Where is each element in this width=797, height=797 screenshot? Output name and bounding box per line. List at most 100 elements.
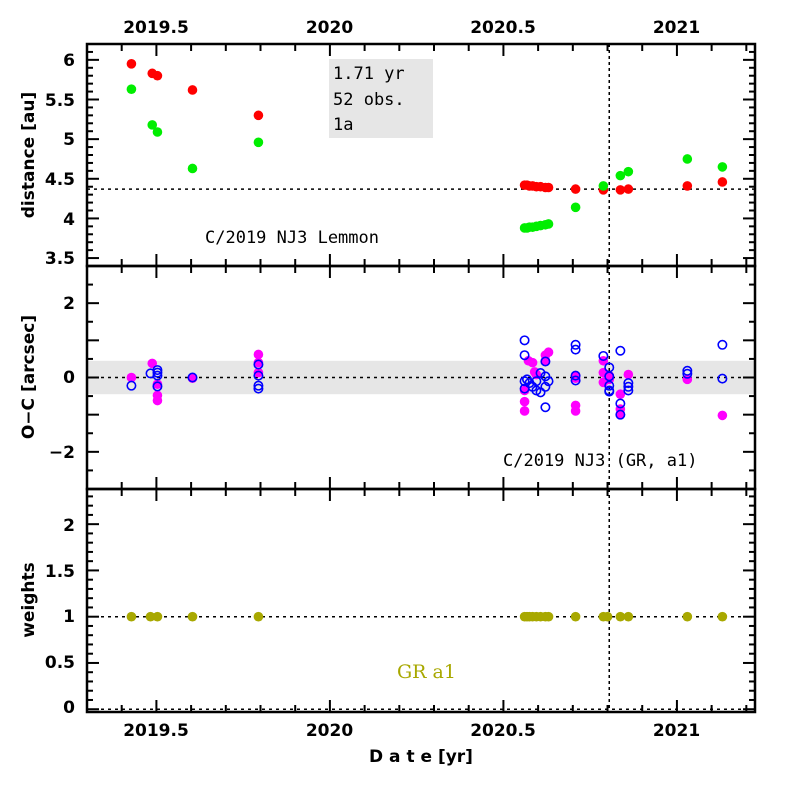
data-point [253, 137, 264, 148]
weights-y-axis-title: weights [19, 562, 39, 638]
data-point [253, 380, 264, 391]
data-point [543, 611, 554, 622]
data-point [126, 380, 137, 391]
residuals-y-tick-label: 0 [63, 368, 75, 388]
data-point [187, 85, 198, 95]
distance-panel: 1.71 yr 52 obs. 1a C/2019 NJ3 Lemmon 3.5… [19, 42, 757, 269]
data-point [152, 395, 163, 406]
data-point [623, 378, 634, 389]
data-point [598, 181, 609, 191]
distance-y-tick-label: 4 [63, 210, 75, 230]
data-point [543, 376, 554, 387]
top-x-tick-label: 2021 [653, 18, 700, 38]
residuals-y-tick-label: −2 [49, 443, 75, 463]
distance-y-tick-label: 5 [63, 130, 75, 150]
data-point [519, 335, 530, 346]
distance-y-tick-label: 6 [63, 51, 75, 71]
distance-y-axis-title: distance [au] [19, 92, 39, 218]
data-point [623, 385, 634, 396]
top-x-tick-label: 2020.5 [470, 18, 536, 38]
data-point [152, 367, 163, 378]
data-point [253, 367, 264, 378]
weights-y-tick-label: 1 [63, 607, 75, 627]
data-point [682, 611, 693, 622]
data-point [519, 406, 530, 416]
data-point [152, 381, 163, 392]
data-point [604, 386, 615, 397]
data-point [540, 356, 551, 367]
x-axis-title: D a t e [yr] [369, 747, 473, 767]
data-point [253, 611, 264, 622]
info-obs-count: 52 obs. [333, 90, 405, 110]
data-point [535, 387, 546, 398]
data-point [682, 368, 693, 379]
panel-background-layer [87, 489, 755, 712]
bottom-x-tick-labels: 2019.5 2020 2020.5 2021 [123, 721, 700, 741]
info-arc-length: 1.71 yr [333, 64, 405, 84]
data-point [253, 359, 264, 370]
bottom-x-tick-label: 2020 [306, 721, 353, 741]
data-point [570, 184, 581, 194]
data-point [598, 350, 609, 361]
data-point [717, 611, 728, 622]
data-point [147, 358, 158, 369]
data-point [152, 127, 163, 137]
data-point [540, 402, 551, 413]
data-point [543, 347, 554, 358]
data-point [519, 350, 530, 361]
residuals-panel-annotation: C/2019 NJ3 (GR, a1) [503, 451, 697, 471]
data-point [615, 409, 626, 420]
distance-y-tick-label: 3.5 [45, 249, 75, 269]
data-point [126, 84, 137, 94]
data-point [531, 376, 542, 387]
bottom-x-tick-label: 2019.5 [123, 721, 189, 741]
data-point [152, 370, 163, 381]
info-box [329, 59, 433, 138]
data-point [570, 375, 581, 386]
data-point [570, 344, 581, 355]
data-point [570, 339, 581, 350]
residuals-panel: C/2019 NJ3 (GR, a1) −2 0 2 O−C [arcsec] [19, 264, 757, 491]
data-point [717, 177, 728, 187]
data-point [623, 611, 634, 622]
data-point [615, 611, 626, 622]
weights-y-tick-label: 2 [63, 516, 75, 536]
data-point [623, 369, 634, 380]
bottom-x-tick-label: 2021 [653, 721, 700, 741]
info-opposition: 1a [333, 115, 353, 135]
data-point [615, 185, 626, 195]
data-point [717, 373, 728, 384]
panel-background-layer [87, 266, 755, 489]
data-point [187, 611, 198, 622]
data-point [126, 372, 137, 383]
data-point [543, 182, 554, 193]
panel-frame [85, 487, 757, 714]
weights-panel: GR a1 0 0.5 1 1.5 2 weights [19, 487, 757, 718]
bottom-x-tick-label: 2020.5 [470, 721, 536, 741]
data-point [570, 611, 581, 622]
residuals-y-axis-title: O−C [arcsec] [19, 315, 39, 439]
data-point [147, 120, 158, 130]
data-point [717, 162, 728, 172]
tolerance-band [87, 360, 755, 395]
data-point [615, 389, 626, 400]
weights-y-tick-label: 0.5 [45, 653, 75, 673]
weights-y-tick-label: 0 [63, 698, 75, 718]
residuals-y-tick-label: 2 [63, 294, 75, 314]
top-x-tick-label: 2019.5 [123, 18, 189, 38]
data-point [682, 181, 693, 191]
data-point [717, 339, 728, 350]
panel-background-layer [87, 44, 755, 266]
data-point [615, 170, 626, 181]
data-point [152, 379, 163, 389]
data-point [253, 383, 264, 394]
weights-panel-annotation: GR a1 [397, 661, 456, 683]
data-point [527, 357, 538, 368]
data-point [126, 611, 137, 622]
data-point [623, 381, 634, 392]
data-point [623, 166, 634, 177]
data-point [519, 396, 530, 407]
data-point [604, 371, 615, 382]
distance-y-tick-label: 5.5 [45, 91, 75, 111]
data-point [717, 410, 728, 421]
